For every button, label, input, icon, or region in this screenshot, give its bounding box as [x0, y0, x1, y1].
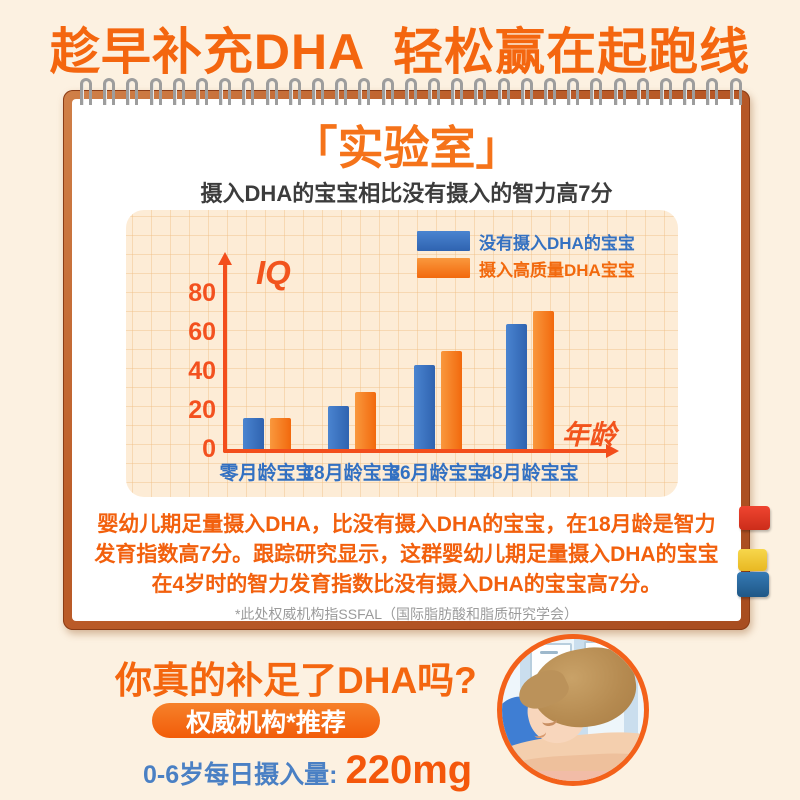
bookmark-tab-red-icon: [739, 506, 770, 530]
spiral-coil-icon: [428, 78, 440, 105]
legend-label-dha: 摄入高质量DHA宝宝: [479, 260, 635, 280]
bar-series1-1: [355, 392, 376, 449]
y-tick-label: 60: [188, 318, 216, 346]
bookmark-tab-yellow-icon: [738, 549, 767, 571]
chart-subtitle: 摄入DHA的宝宝相比没有摄入的智力高7分: [200, 181, 613, 206]
spiral-coil-icon: [219, 78, 231, 105]
legend-label-no-dha: 没有摄入DHA的宝宝: [479, 233, 635, 253]
spiral-coil-icon: [637, 78, 649, 105]
bar-series0-1: [328, 406, 349, 449]
legend-swatch-orange-icon: [417, 258, 470, 278]
spiral-coil-icon: [730, 78, 742, 105]
spiral-coil-icon: [242, 78, 254, 105]
chart-panel: 没有摄入DHA的宝宝 摄入高质量DHA宝宝 IQ 年龄 80 60 40 20 0 零月龄…: [126, 210, 678, 497]
cabinet-handle: [540, 651, 558, 654]
spiral-coil-icon: [382, 78, 394, 105]
spiral-coil-icon: [289, 78, 301, 105]
spiral-coil-icon: [567, 78, 579, 105]
spiral-coil-icon: [498, 78, 510, 105]
note-line-2: 发育指数高7分。跟踪研究显示，这群婴幼儿期足量摄入DHA的宝宝: [94, 543, 719, 566]
y-tick-label: 20: [188, 396, 216, 424]
lab-title: 「实验室」: [291, 122, 522, 174]
x-axis: [223, 449, 608, 453]
authority-badge: 权威机构*推荐: [152, 703, 380, 738]
category-label-1: 18月龄宝宝: [303, 463, 401, 484]
legend-item-no-dha: 没有摄入DHA的宝宝: [417, 230, 635, 253]
chart-legend: 没有摄入DHA的宝宝 摄入高质量DHA宝宝: [417, 230, 635, 284]
page-headline: 趁早补充DHA 轻松赢在起跑线: [49, 24, 751, 80]
bar-series0-2: [414, 365, 435, 449]
y-axis-arrow-icon: [218, 252, 232, 265]
legend-swatch-blue-icon: [417, 231, 470, 251]
note-line-3: 在4岁时的智力发育指数比没有摄入DHA的宝宝高7分。: [151, 573, 662, 596]
spiral-coil-icon: [312, 78, 324, 105]
spiral-coil-icon: [80, 78, 92, 105]
table-surface: [502, 771, 644, 781]
y-axis: [223, 264, 227, 453]
bar-series1-2: [441, 351, 462, 449]
y-axis-title: IQ: [256, 254, 291, 291]
spiral-coil-icon: [706, 78, 718, 105]
category-label-2: 36月龄宝宝: [389, 463, 487, 484]
spiral-coil-icon: [660, 78, 672, 105]
spiral-coil-icon: [405, 78, 417, 105]
spiral-coil-icon: [150, 78, 162, 105]
bar-series0-3: [506, 324, 527, 449]
intake-line: 0-6岁每日摄入量: 220mg: [143, 748, 472, 793]
spiral-coil-icon: [358, 78, 370, 105]
category-label-3: 48月龄宝宝: [481, 463, 579, 484]
y-tick-label: 0: [202, 435, 216, 463]
spiral-coil-icon: [173, 78, 185, 105]
bar-series0-0: [243, 418, 264, 449]
category-label-0: 零月龄宝宝: [219, 463, 315, 484]
spiral-coil-icon: [521, 78, 533, 105]
y-tick-label: 40: [188, 357, 216, 385]
bar-series1-3: [533, 311, 554, 449]
y-tick-label: 80: [188, 279, 216, 307]
spiral-coil-icon: [614, 78, 626, 105]
bar-series1-0: [270, 418, 291, 449]
note-line-1: 婴幼儿期足量摄入DHA，比没有摄入DHA的宝宝，在18月龄是智力: [97, 513, 716, 536]
x-axis-arrow-icon: [606, 444, 619, 458]
sleeping-child-photo: [497, 634, 649, 786]
spiral-coil-icon: [266, 78, 278, 105]
note-paragraph: 婴幼儿期足量摄入DHA，比没有摄入DHA的宝宝，在18月龄是智力 发育指数高7分…: [90, 510, 723, 600]
spiral-coil-icon: [126, 78, 138, 105]
spiral-coil-icon: [103, 78, 115, 105]
legend-item-dha: 摄入高质量DHA宝宝: [417, 257, 635, 280]
spiral-coil-icon: [451, 78, 463, 105]
spiral-coil-icon: [544, 78, 556, 105]
x-axis-title: 年龄: [562, 420, 616, 450]
footnote: *此处权威机构指SSFAL（国际脂肪酸和脂质研究学会）: [234, 606, 579, 622]
spiral-coil-icon: [474, 78, 486, 105]
bottom-question: 你真的补足了DHA吗?: [115, 660, 477, 701]
intake-value: 220mg: [345, 748, 473, 792]
spiral-coil-icon: [683, 78, 695, 105]
spiral-coil-icon: [196, 78, 208, 105]
spiral-coil-icon: [335, 78, 347, 105]
intake-label: 0-6岁每日摄入量:: [143, 761, 338, 789]
bookmark-tab-blue-icon: [737, 572, 769, 597]
spiral-coil-icon: [590, 78, 602, 105]
